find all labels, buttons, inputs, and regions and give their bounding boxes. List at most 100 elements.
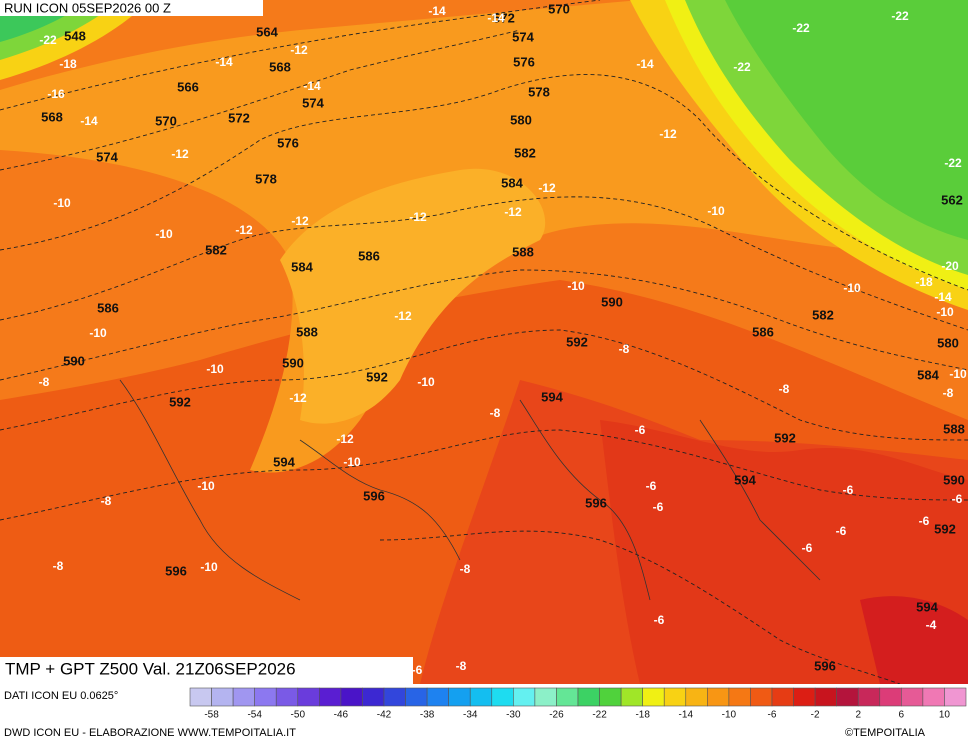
temperature-label: -6: [802, 541, 813, 555]
temperature-label: -10: [197, 479, 215, 493]
temperature-label: -10: [155, 227, 173, 241]
temperature-label: -10: [53, 196, 71, 210]
temperature-label: -10: [936, 305, 954, 319]
temperature-label: -10: [567, 279, 585, 293]
temperature-label: -6: [843, 483, 854, 497]
colorbar-swatch: [707, 687, 730, 707]
colorbar-label: -2: [811, 710, 820, 721]
colorbar-swatch: [944, 687, 967, 707]
geopotential-label: 590: [63, 353, 85, 368]
colorbar-swatch: [448, 687, 471, 707]
temperature-label: -8: [619, 342, 630, 356]
colorbar-swatch: [513, 687, 536, 707]
colorbar-label: -6: [768, 710, 777, 721]
geopotential-label: 580: [510, 112, 532, 127]
geopotential-label: 568: [41, 109, 63, 124]
geopotential-label: 596: [363, 488, 385, 503]
geopotential-label: 566: [177, 79, 199, 94]
geopotential-label: 588: [296, 324, 318, 339]
colorbar-swatch: [771, 687, 794, 707]
colorbar-swatch: [685, 687, 708, 707]
temperature-label: -8: [101, 494, 112, 508]
colorbar-label: -42: [377, 710, 392, 721]
colorbar-swatch: [577, 687, 600, 707]
colorbar-swatch: [383, 687, 406, 707]
map-title: TMP + GPT Z500 Val. 21Z06SEP2026: [5, 659, 296, 678]
temperature-label: -10: [707, 204, 725, 218]
colorbar-label: -22: [592, 710, 607, 721]
colorbar-swatch: [426, 687, 449, 707]
colorbar-swatch: [642, 687, 665, 707]
geopotential-label: 596: [814, 658, 836, 673]
geopotential-label: 588: [943, 421, 965, 436]
temperature-label: -10: [417, 375, 435, 389]
colorbar-swatch: [857, 687, 881, 707]
colorbar-label: -50: [291, 710, 306, 721]
geopotential-label: 596: [585, 495, 607, 510]
colorbar-swatch: [534, 687, 557, 707]
temperature-label: -6: [653, 500, 664, 514]
temperature-label: -18: [915, 275, 933, 289]
run-box: [0, 0, 263, 16]
colorbar-swatch: [469, 687, 493, 707]
temperature-label: -8: [39, 375, 50, 389]
colorbar-swatch: [211, 687, 234, 707]
geopotential-label: 580: [937, 335, 959, 350]
temperature-label: -12: [409, 210, 427, 224]
brand-label: ©TEMPOITALIA: [845, 727, 926, 739]
geopotential-label: 574: [302, 95, 324, 110]
temperature-label: -8: [456, 659, 467, 673]
temperature-label: -22: [792, 21, 810, 35]
colorbar-label: -54: [247, 710, 262, 721]
temperature-label: -22: [39, 33, 57, 47]
temperature-label: -6: [646, 479, 657, 493]
temperature-label: -12: [289, 391, 307, 405]
geopotential-label: 592: [169, 394, 191, 409]
temperature-label: -8: [460, 562, 471, 576]
colorbar-label: -46: [334, 710, 349, 721]
temperature-label: -4: [926, 618, 937, 632]
geopotential-label: 594: [273, 454, 295, 469]
geopotential-label: 576: [513, 54, 535, 69]
title-box: [0, 657, 413, 684]
temperature-label: -12: [290, 43, 308, 57]
geopotential-label: 562: [941, 192, 963, 207]
temperature-label: -12: [504, 205, 522, 219]
geopotential-label: 582: [205, 242, 227, 257]
colorbar-swatch: [599, 687, 622, 707]
colorbar-swatch: [814, 687, 837, 707]
geopotential-label: 584: [291, 259, 313, 274]
temperature-label: -10: [843, 281, 861, 295]
geopotential-label: 584: [501, 175, 523, 190]
geopotential-label: 568: [269, 59, 291, 74]
geopotential-label: 572: [228, 110, 250, 125]
temperature-label: -12: [171, 147, 189, 161]
colorbar-label: 6: [899, 710, 905, 721]
temperature-label: -12: [291, 214, 309, 228]
geopotential-label: 590: [282, 355, 304, 370]
geopotential-label: 582: [812, 307, 834, 322]
temperature-label: -14: [303, 79, 321, 93]
temperature-label: -6: [919, 514, 930, 528]
temperature-label: -6: [654, 613, 665, 627]
geopotential-label: 594: [916, 599, 938, 614]
colorbar-label: 10: [939, 710, 951, 721]
colorbar: -58 -54 -50 -46 -42 -38 -34 -30 -26 -22 -18 -14 -10-…: [189, 687, 967, 721]
geopotential-label: 576: [277, 135, 299, 150]
temperature-label: -16: [47, 87, 65, 101]
temperature-label: -10: [200, 560, 218, 574]
temperature-label: -12: [235, 223, 253, 237]
colorbar-swatch: [232, 687, 255, 707]
colorbar-swatch: [297, 687, 320, 707]
temperature-label: -18: [59, 57, 77, 71]
temperature-label: -22: [891, 9, 909, 23]
geopotential-label: 586: [752, 324, 774, 339]
geopotential-label: 596: [165, 563, 187, 578]
geopotential-label: 592: [774, 430, 796, 445]
colorbar-label: -30: [506, 710, 521, 721]
colorbar-swatch: [836, 687, 859, 707]
colorbar-swatch: [620, 687, 643, 707]
temperature-label: -12: [336, 432, 354, 446]
colorbar-swatch: [189, 687, 212, 707]
